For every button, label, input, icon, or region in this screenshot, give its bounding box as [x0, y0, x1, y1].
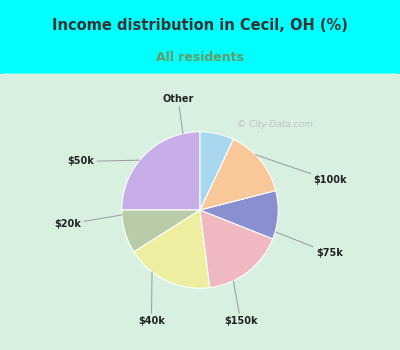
Wedge shape	[200, 190, 278, 239]
Text: © City-Data.com: © City-Data.com	[236, 120, 312, 130]
Text: $40k: $40k	[138, 272, 165, 326]
Wedge shape	[122, 210, 200, 252]
Text: All residents: All residents	[156, 51, 244, 64]
Text: $100k: $100k	[255, 155, 347, 185]
Text: $50k: $50k	[68, 156, 140, 167]
Text: $20k: $20k	[54, 215, 122, 229]
Wedge shape	[200, 132, 233, 210]
Wedge shape	[134, 210, 210, 288]
Text: $75k: $75k	[275, 232, 343, 258]
Text: $150k: $150k	[224, 281, 258, 326]
Wedge shape	[200, 210, 273, 288]
Wedge shape	[200, 139, 276, 210]
Text: Other: Other	[162, 94, 194, 134]
Text: Income distribution in Cecil, OH (%): Income distribution in Cecil, OH (%)	[52, 18, 348, 33]
Wedge shape	[122, 132, 200, 210]
